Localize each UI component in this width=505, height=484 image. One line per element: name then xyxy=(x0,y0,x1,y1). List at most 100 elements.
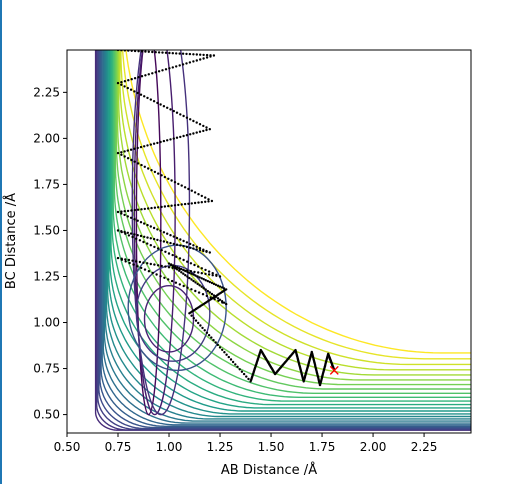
trajectory-point xyxy=(152,226,156,230)
trajectory-point xyxy=(178,267,181,270)
trajectory-point xyxy=(179,238,182,241)
y-axis-label: BC Distance /Å xyxy=(3,193,19,289)
trajectory-point xyxy=(159,140,162,144)
trajectory-point xyxy=(136,219,139,222)
trajectory-point xyxy=(182,114,185,118)
trajectory-point xyxy=(153,206,157,209)
trajectory-point xyxy=(170,279,174,283)
trajectory-point xyxy=(127,234,131,237)
trajectory-point xyxy=(190,314,193,317)
trajectory-point xyxy=(204,279,207,282)
trajectory-point xyxy=(202,53,205,57)
trajectory-point xyxy=(189,118,192,121)
trajectory-point xyxy=(175,243,179,246)
trajectory-point xyxy=(166,241,169,244)
trajectory-point xyxy=(154,71,157,74)
trajectory-point xyxy=(156,228,159,231)
trajectory-point xyxy=(190,189,193,192)
trajectory-point xyxy=(184,269,187,273)
trajectory-point xyxy=(202,57,205,60)
trajectory-point xyxy=(175,65,178,68)
trajectory-point xyxy=(120,210,123,213)
trajectory-point xyxy=(147,167,150,170)
trajectory-point xyxy=(169,138,172,141)
trajectory-point xyxy=(170,204,173,207)
well-contour xyxy=(131,50,191,416)
trajectory-point xyxy=(242,372,246,376)
trajectory-point xyxy=(220,286,224,289)
trajectory-point xyxy=(194,281,197,284)
trajectory-point xyxy=(197,321,200,325)
trajectory-point xyxy=(154,51,157,54)
trajectory-point xyxy=(179,135,182,139)
trajectory-point xyxy=(146,242,149,245)
trajectory-point xyxy=(206,289,209,293)
trajectory-point xyxy=(218,346,222,349)
trajectory-point xyxy=(168,67,171,70)
contour-line xyxy=(125,50,471,354)
trajectory-point xyxy=(143,268,147,271)
contour-line xyxy=(108,50,471,412)
trajectory-point xyxy=(140,266,143,270)
trajectory-point xyxy=(202,249,205,253)
trajectory-point xyxy=(192,119,195,123)
trajectory-point xyxy=(170,179,173,182)
trajectory-point xyxy=(193,201,197,205)
trajectory-point xyxy=(137,50,140,53)
trajectory-point xyxy=(192,247,195,250)
trajectory-point xyxy=(189,270,193,273)
trajectory-point xyxy=(157,70,161,73)
trajectory-point xyxy=(140,75,144,78)
contour-line xyxy=(102,50,471,424)
trajectory-point xyxy=(194,289,197,293)
trajectory-point xyxy=(221,348,224,351)
trajectory-point xyxy=(194,319,198,322)
plot-frame xyxy=(66,49,472,434)
y-tick-label: 2.00 xyxy=(33,131,60,145)
trajectory-point xyxy=(207,334,211,337)
trajectory-point xyxy=(126,209,130,213)
trajectory-point xyxy=(138,260,142,264)
trajectory-point xyxy=(199,58,202,61)
trajectory-point xyxy=(195,248,198,251)
contour-line xyxy=(118,50,471,376)
trajectory-point xyxy=(123,85,126,88)
trajectory-point xyxy=(149,244,152,247)
trajectory-point xyxy=(142,240,145,244)
trajectory-point xyxy=(116,210,120,214)
trajectory-point xyxy=(238,368,241,371)
trajectory-point xyxy=(136,91,139,95)
contour-line xyxy=(96,50,471,431)
trajectory-point xyxy=(192,273,195,276)
trajectory-point xyxy=(205,53,209,57)
trajectory-point xyxy=(197,265,200,268)
trajectory-point xyxy=(164,250,167,253)
trajectory-point xyxy=(142,261,145,264)
trajectory-point xyxy=(120,212,123,215)
trajectory-point xyxy=(150,206,153,210)
trajectory-point xyxy=(144,50,147,53)
trajectory-point xyxy=(198,247,202,250)
contour-line xyxy=(109,50,471,409)
trajectory-point xyxy=(175,255,178,258)
trajectory-point xyxy=(120,153,123,156)
well-contours xyxy=(127,50,227,416)
trajectory-point xyxy=(198,123,202,126)
trajectory-point xyxy=(185,116,189,119)
trajectory-point xyxy=(196,282,199,286)
trajectory-point xyxy=(172,109,175,113)
trajectory-point xyxy=(131,235,134,239)
trajectory-point xyxy=(169,263,173,266)
trajectory-point xyxy=(204,288,207,291)
x-tick-label: 1.25 xyxy=(207,440,234,454)
trajectory-point xyxy=(205,331,209,334)
trajectory-point xyxy=(200,267,203,270)
trajectory-point xyxy=(169,108,172,111)
trajectory-point xyxy=(168,51,171,55)
y-tick-label: 1.00 xyxy=(33,316,60,330)
trajectory-point xyxy=(180,267,183,271)
trajectory-point xyxy=(190,278,193,281)
trajectory-point xyxy=(245,375,248,378)
contour-line xyxy=(100,50,471,427)
trajectory-point xyxy=(152,142,156,145)
